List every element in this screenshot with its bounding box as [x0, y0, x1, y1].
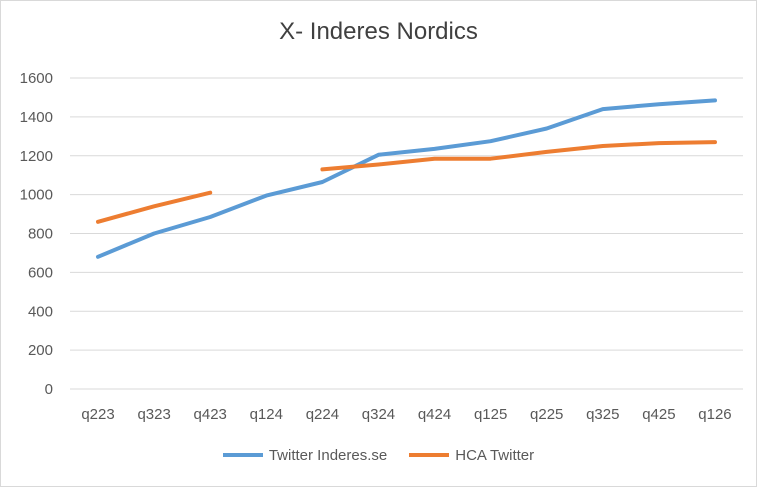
legend-label: Twitter Inderes.se [268, 446, 388, 464]
legend: Twitter Inderes.se HCA Twitter [0, 444, 757, 466]
x-tick-label: q424 [418, 406, 451, 423]
x-tick-label: q124 [250, 406, 283, 423]
y-tick-label: 600 [28, 264, 53, 281]
y-tick-label: 400 [28, 303, 53, 320]
x-tick-label: q224 [306, 406, 339, 423]
y-tick-label: 200 [28, 342, 53, 359]
x-tick-label: q323 [137, 406, 170, 423]
x-tick-label: q225 [530, 406, 563, 423]
legend-swatch [222, 453, 263, 457]
y-tick-label: 1400 [20, 109, 53, 126]
y-tick-label: 1200 [20, 148, 53, 165]
series-line-1 [96, 98, 717, 259]
y-tick-label: 1000 [20, 187, 53, 204]
legend-swatch [409, 453, 450, 457]
y-tick-label: 0 [45, 381, 53, 398]
x-tick-label: q223 [81, 406, 114, 423]
chart-title: X- Inderes Nordics [279, 18, 478, 45]
x-tick-label: q125 [474, 406, 507, 423]
legend-item: Twitter Inderes.se [222, 446, 388, 464]
x-tick-label: q425 [642, 406, 675, 423]
y-tick-label: 1600 [20, 70, 53, 87]
legend-label: HCA Twitter [455, 446, 535, 464]
x-tick-label: q324 [362, 406, 395, 423]
x-tick-label: q325 [586, 406, 619, 423]
series-line-2 [320, 140, 717, 172]
x-tick-label: q126 [698, 406, 731, 423]
legend-item: HCA Twitter [409, 447, 534, 464]
y-tick-label: 800 [28, 226, 53, 243]
x-tick-label: q423 [194, 406, 227, 423]
series-line-2 [96, 190, 213, 224]
